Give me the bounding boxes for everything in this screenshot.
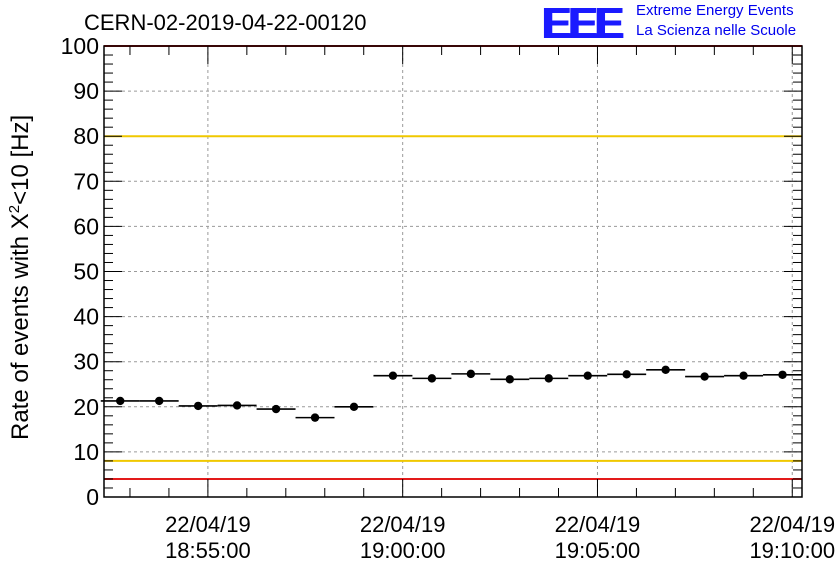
y-tick-label: 100: [61, 33, 99, 59]
data-point: [739, 371, 748, 380]
y-tick-label: 90: [73, 78, 99, 104]
chart-title: CERN-02-2019-04-22-00120: [84, 10, 367, 35]
data-point: [427, 374, 437, 383]
x-tick-label-time: 18:55:00: [165, 538, 251, 563]
x-tick-label-time: 19:10:00: [749, 538, 835, 563]
data-point: [583, 371, 592, 380]
x-tick-label-time: 19:05:00: [555, 538, 641, 563]
y-tick-label: 30: [73, 349, 99, 375]
data-point: [310, 413, 320, 422]
data-point: [154, 396, 164, 406]
y-tick-label: 50: [73, 259, 99, 285]
y-tick-label: 70: [73, 168, 99, 194]
data-point: [778, 370, 787, 379]
x-tick-label-date: 22/04/19: [749, 512, 835, 537]
data-point: [193, 401, 203, 411]
data-point: [661, 365, 670, 375]
data-point: [700, 372, 709, 381]
y-tick-label: 0: [86, 484, 99, 510]
data-point: [622, 370, 631, 379]
data-point: [466, 369, 476, 379]
y-tick-label: 60: [73, 213, 99, 239]
logo-line-1: Extreme Energy Events: [636, 2, 794, 19]
y-tick-label: 40: [73, 304, 99, 330]
y-tick-label: 80: [73, 123, 99, 149]
eee-logo: EEE: [542, 0, 624, 48]
x-tick-label-date: 22/04/19: [165, 512, 251, 537]
data-point: [116, 396, 125, 406]
data-point: [544, 374, 553, 383]
data-point: [505, 375, 515, 384]
x-tick-label-date: 22/04/19: [555, 512, 641, 537]
logo-line-2: La Scienza nelle Scuole: [636, 22, 797, 39]
data-point: [271, 404, 281, 414]
data-point: [349, 402, 359, 411]
x-tick-label-date: 22/04/19: [360, 512, 446, 537]
x-tick-label-time: 19:00:00: [360, 538, 446, 563]
data-point: [232, 401, 242, 410]
y-tick-label: 10: [73, 439, 99, 465]
data-point: [388, 371, 398, 380]
y-tick-label: 20: [73, 394, 99, 420]
